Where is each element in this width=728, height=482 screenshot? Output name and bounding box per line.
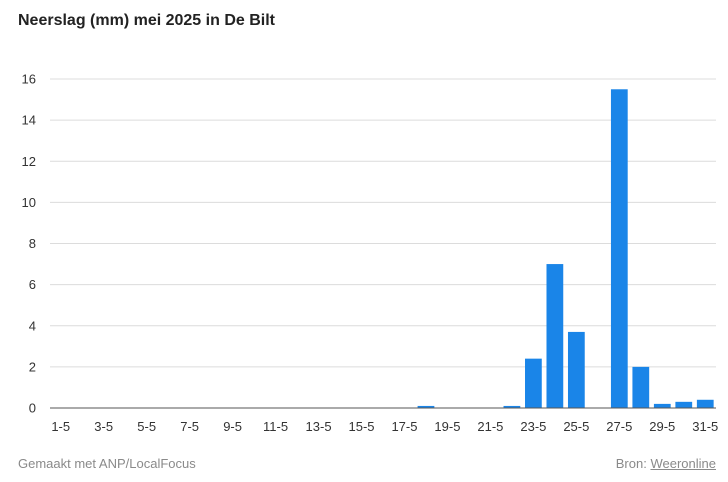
x-tick-label: 29-5: [649, 419, 675, 434]
bar-28-5[interactable]: [632, 366, 650, 408]
credit-text: Gemaakt met ANP/LocalFocus: [18, 456, 196, 471]
y-tick-label: 6: [29, 277, 36, 292]
bar-24-5[interactable]: [546, 264, 564, 408]
bars: [417, 89, 714, 408]
x-tick-label: 5-5: [137, 419, 156, 434]
x-tick-label: 1-5: [51, 419, 70, 434]
bar-29-5[interactable]: [653, 403, 671, 408]
bar-31-5[interactable]: [696, 399, 714, 408]
bar-23-5[interactable]: [525, 358, 542, 408]
chart-title: Neerslag (mm) mei 2025 in De Bilt: [18, 12, 275, 29]
y-tick-label: 4: [29, 318, 36, 333]
x-tick-label: 15-5: [349, 419, 375, 434]
bar-30-5[interactable]: [675, 401, 693, 408]
x-tick-label: 7-5: [180, 419, 199, 434]
x-tick-label: 9-5: [223, 419, 242, 434]
bar-22-5[interactable]: [503, 405, 521, 408]
x-tick-label: 31-5: [692, 419, 718, 434]
source-link[interactable]: Weeronline: [650, 456, 716, 471]
source-prefix: Bron:: [615, 456, 647, 471]
y-tick-label: 16: [22, 72, 36, 87]
x-tick-label: 11-5: [263, 419, 288, 434]
x-tick-label: 23-5: [520, 419, 546, 434]
x-axis-labels: 1-5 3-5 5-5 7-5 9-5 11-5 13-5 15-5 17-5 19-5 21-5 2…: [51, 419, 718, 434]
x-tick-label: 3-5: [94, 419, 113, 434]
bar-chart: 0 2 4 6 8 10 12 14 16 1-5 3-5 5-5 7-5 9-5 11-5 13-5 15-…: [22, 72, 719, 435]
y-tick-label: 14: [22, 113, 36, 128]
x-tick-label: 21-5: [477, 419, 503, 434]
y-tick-label: 12: [22, 154, 36, 169]
x-tick-label: 25-5: [563, 419, 589, 434]
source: Bron: Weeronline: [616, 456, 716, 471]
x-tick-label: 19-5: [434, 419, 460, 434]
bar-27-5[interactable]: [610, 89, 628, 408]
gridlines: [50, 78, 716, 368]
y-tick-label: 2: [29, 359, 36, 374]
x-tick-label: 27-5: [606, 419, 632, 434]
y-tick-label: 8: [29, 236, 36, 251]
x-tick-label: 13-5: [306, 419, 332, 434]
chart-footer: Gemaakt met ANP/LocalFocus Bron: Weeronl…: [18, 456, 716, 471]
x-tick-label: 17-5: [391, 419, 417, 434]
y-tick-label: 10: [22, 195, 36, 210]
bar-18-5[interactable]: [417, 405, 435, 408]
y-tick-label: 0: [29, 401, 36, 416]
y-axis-labels: 0 2 4 6 8 10 12 14 16: [22, 72, 36, 416]
bar-25-5[interactable]: [567, 331, 585, 408]
